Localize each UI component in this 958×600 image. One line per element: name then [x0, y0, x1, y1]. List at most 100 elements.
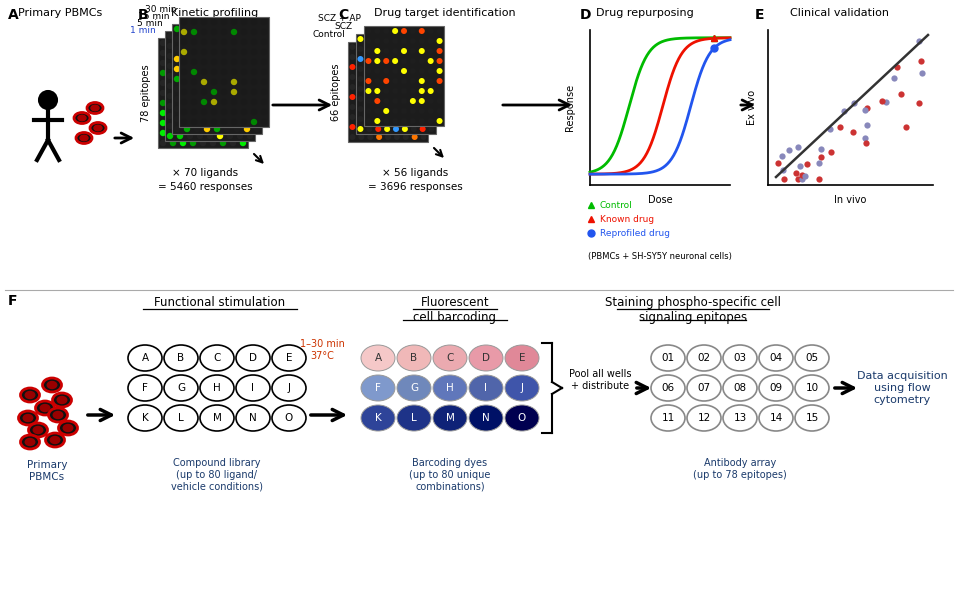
Circle shape — [251, 89, 257, 95]
Circle shape — [181, 99, 187, 105]
Circle shape — [365, 108, 372, 114]
Circle shape — [170, 120, 176, 126]
Circle shape — [173, 66, 180, 72]
Circle shape — [167, 123, 173, 129]
Circle shape — [240, 69, 247, 75]
Circle shape — [384, 126, 390, 132]
Text: Antibody array
(up to 78 epitopes): Antibody array (up to 78 epitopes) — [694, 458, 787, 479]
Text: C: C — [338, 8, 349, 22]
Circle shape — [420, 46, 425, 52]
Circle shape — [224, 46, 230, 52]
Circle shape — [201, 29, 207, 35]
Circle shape — [240, 120, 246, 126]
Circle shape — [184, 36, 191, 42]
Circle shape — [204, 36, 210, 42]
Circle shape — [421, 114, 426, 120]
Circle shape — [394, 104, 399, 110]
Circle shape — [200, 100, 206, 106]
Circle shape — [402, 126, 408, 132]
Circle shape — [261, 89, 267, 95]
Circle shape — [402, 96, 408, 102]
Circle shape — [181, 19, 187, 25]
Circle shape — [261, 49, 267, 55]
Text: J: J — [520, 383, 523, 393]
Circle shape — [220, 49, 227, 55]
Circle shape — [207, 83, 214, 89]
Circle shape — [210, 90, 217, 96]
Circle shape — [191, 89, 197, 95]
Text: N: N — [249, 413, 257, 423]
Circle shape — [357, 106, 363, 112]
Circle shape — [243, 26, 250, 32]
Circle shape — [243, 46, 250, 52]
Circle shape — [385, 74, 391, 80]
Circle shape — [240, 100, 246, 106]
Circle shape — [410, 108, 416, 114]
Circle shape — [419, 48, 424, 54]
Circle shape — [366, 106, 373, 112]
Circle shape — [366, 66, 373, 72]
Circle shape — [220, 109, 227, 115]
Circle shape — [194, 46, 200, 52]
Circle shape — [190, 60, 196, 66]
Circle shape — [247, 83, 253, 89]
Circle shape — [261, 29, 267, 35]
Circle shape — [211, 119, 217, 125]
Ellipse shape — [361, 375, 395, 401]
Circle shape — [190, 130, 196, 136]
Text: Dose: Dose — [648, 195, 673, 205]
Circle shape — [243, 96, 250, 102]
Circle shape — [428, 36, 435, 42]
Text: In vivo: In vivo — [834, 195, 867, 205]
Circle shape — [234, 66, 240, 72]
Circle shape — [210, 60, 217, 66]
Circle shape — [224, 26, 230, 32]
Ellipse shape — [76, 133, 92, 143]
Circle shape — [365, 48, 372, 54]
Circle shape — [411, 56, 417, 62]
Ellipse shape — [505, 375, 539, 401]
Circle shape — [383, 28, 389, 34]
Circle shape — [219, 50, 226, 56]
Circle shape — [240, 59, 247, 65]
Circle shape — [230, 80, 237, 86]
Circle shape — [187, 53, 194, 59]
Circle shape — [410, 98, 416, 104]
Circle shape — [411, 96, 417, 102]
Circle shape — [251, 79, 257, 85]
Circle shape — [411, 76, 417, 82]
Circle shape — [190, 70, 196, 76]
Circle shape — [376, 84, 382, 90]
Circle shape — [392, 38, 399, 44]
Circle shape — [237, 73, 243, 79]
Circle shape — [251, 69, 257, 75]
Circle shape — [393, 126, 399, 132]
Circle shape — [240, 19, 247, 25]
Text: 04: 04 — [769, 353, 783, 363]
Circle shape — [367, 44, 374, 50]
Circle shape — [376, 134, 382, 140]
Circle shape — [217, 93, 223, 99]
Circle shape — [376, 96, 381, 102]
Circle shape — [227, 103, 233, 109]
Circle shape — [210, 40, 217, 46]
Circle shape — [167, 43, 173, 49]
Circle shape — [201, 109, 207, 115]
Ellipse shape — [723, 405, 757, 431]
Circle shape — [224, 126, 230, 132]
Circle shape — [376, 36, 381, 42]
Ellipse shape — [433, 405, 467, 431]
Ellipse shape — [25, 391, 34, 398]
Circle shape — [392, 48, 399, 54]
Text: D: D — [249, 353, 257, 363]
Circle shape — [375, 38, 380, 44]
Circle shape — [184, 76, 191, 82]
Circle shape — [180, 50, 186, 56]
Text: C: C — [214, 353, 220, 363]
Circle shape — [230, 120, 237, 126]
Circle shape — [428, 76, 435, 82]
Circle shape — [394, 74, 399, 80]
Circle shape — [219, 110, 226, 116]
Circle shape — [200, 120, 206, 126]
Circle shape — [237, 133, 243, 139]
